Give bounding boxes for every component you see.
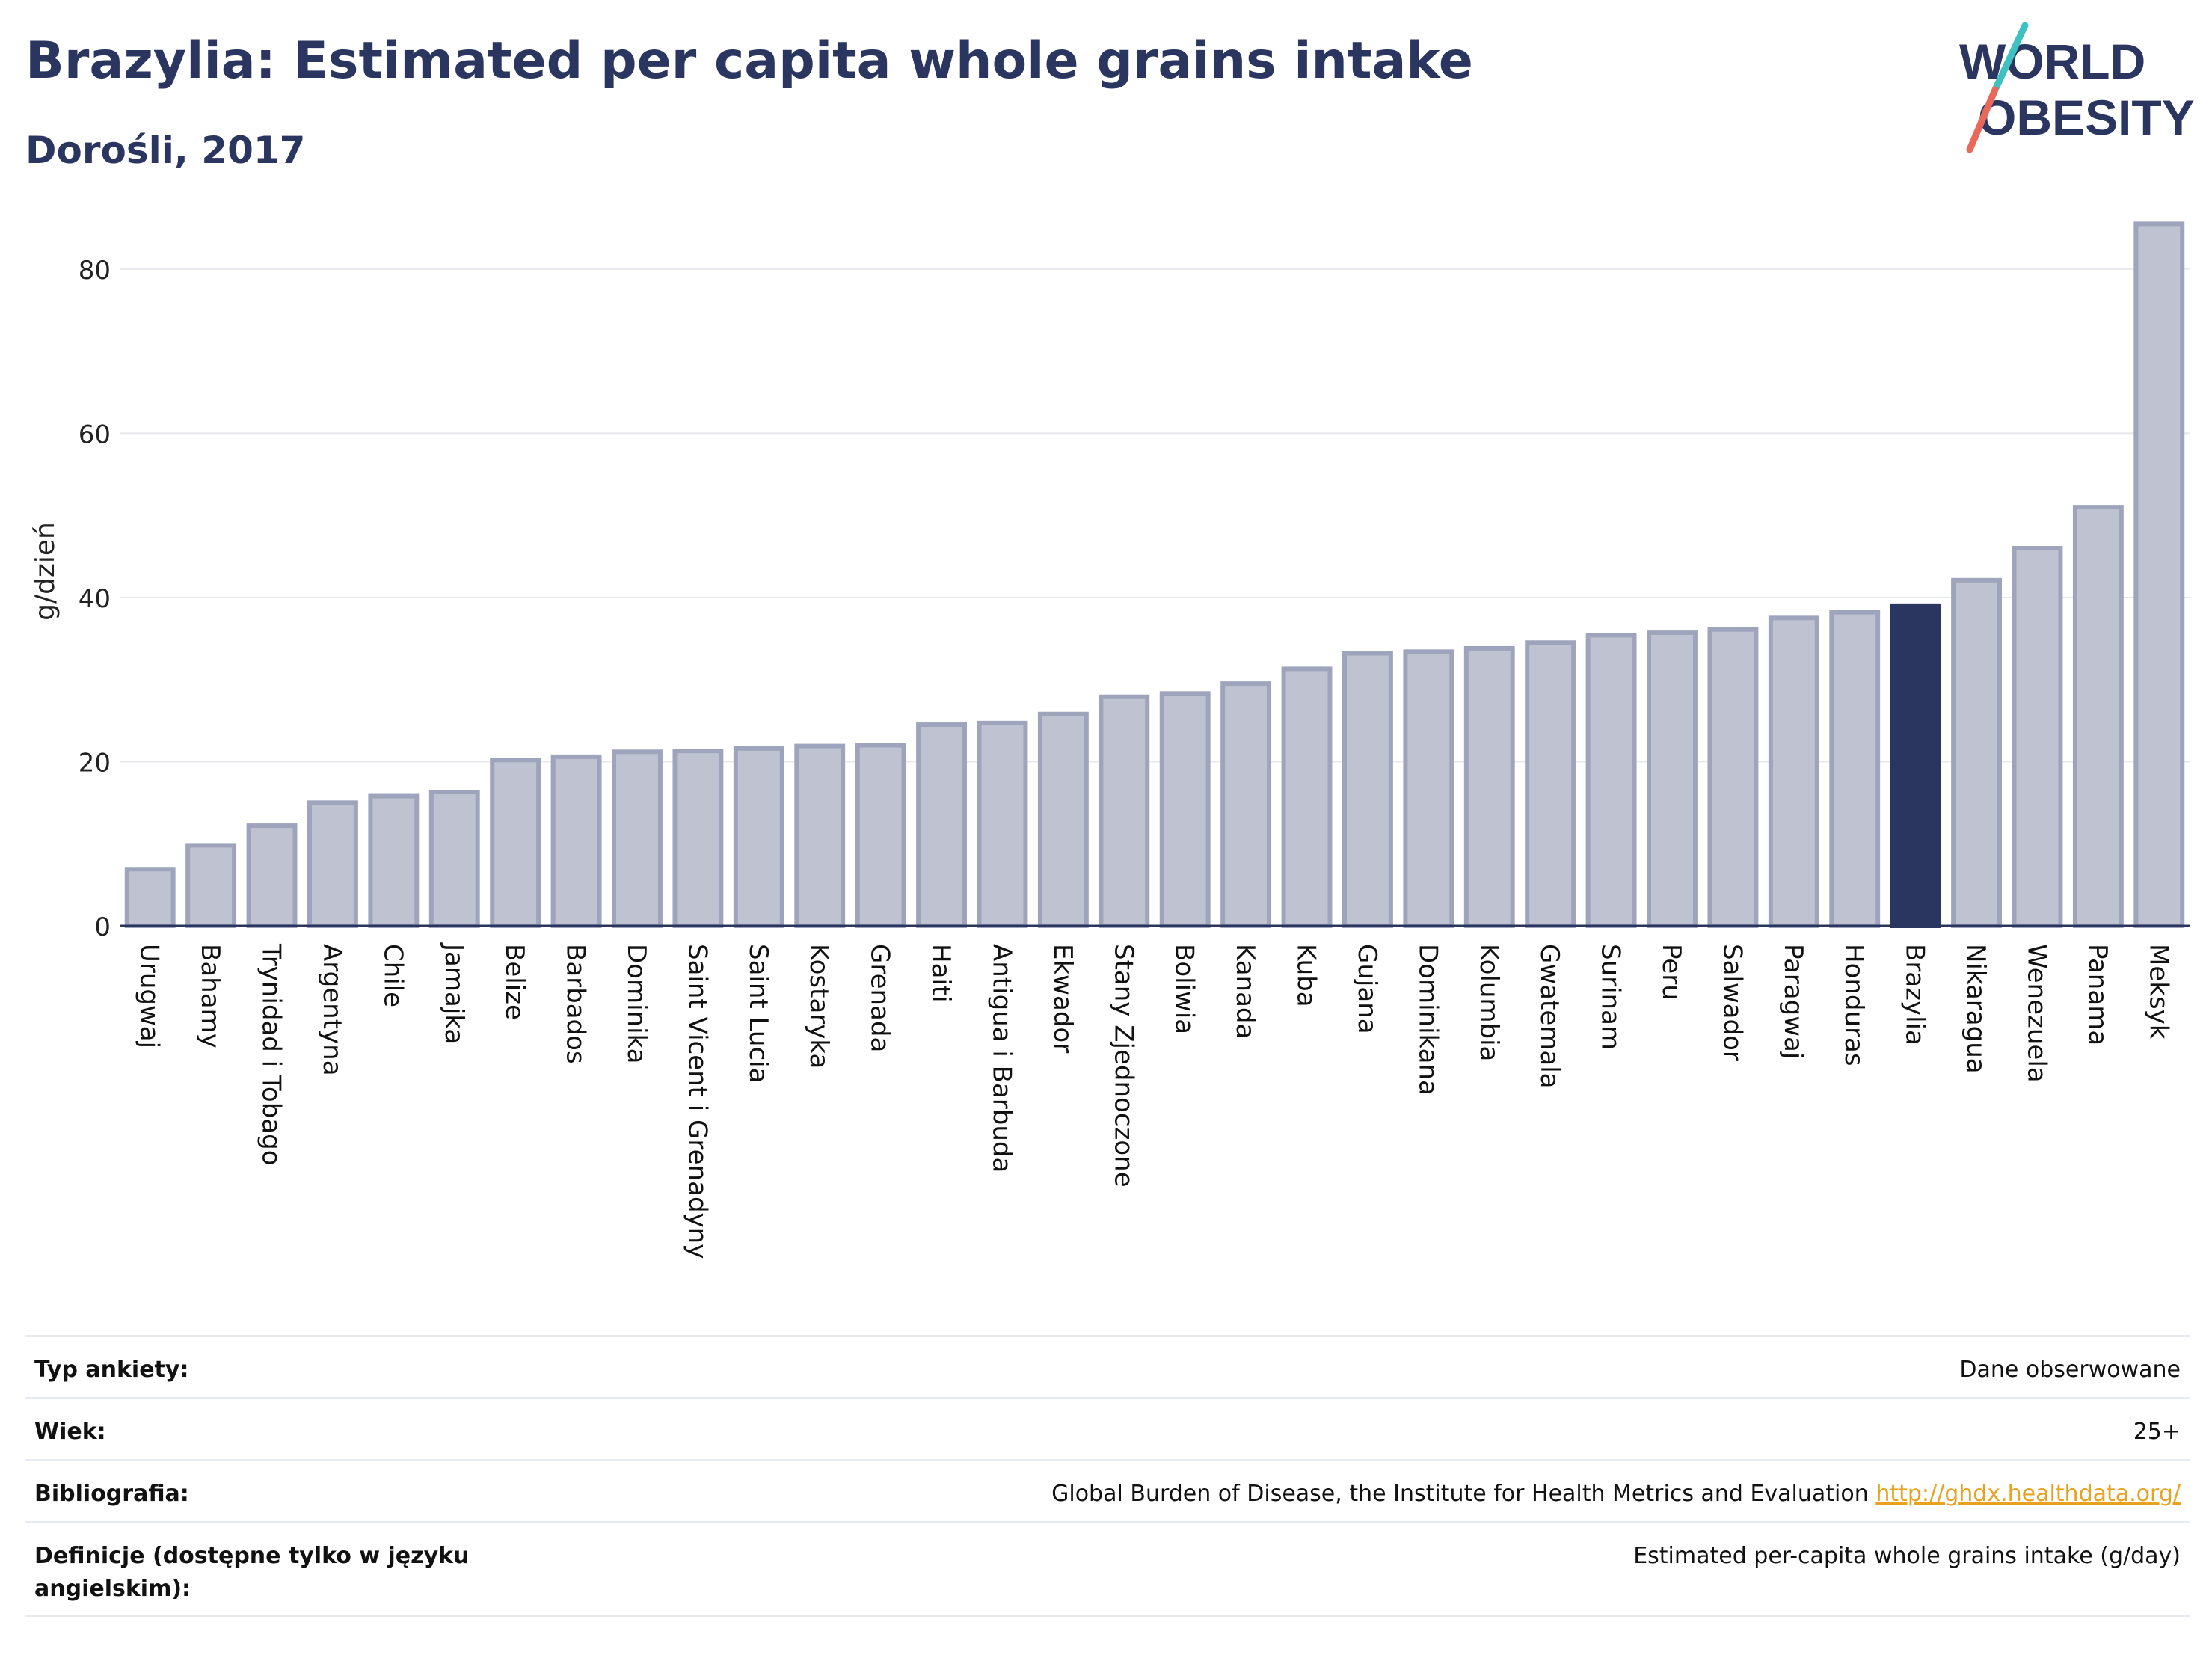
bar-gwatemala <box>1525 640 1576 928</box>
bar-surinam <box>1585 633 1637 928</box>
x-tick-label: Saint Lucia <box>743 944 773 1083</box>
meta-value: Dane obserwowane <box>1959 1357 2181 1383</box>
y-tick-label: 20 <box>79 748 111 778</box>
x-tick-label: Honduras <box>1839 944 1869 1066</box>
meta-value: 25+ <box>2133 1419 2181 1445</box>
bar-grenada <box>855 743 906 928</box>
x-tick-label: Chile <box>378 944 408 1007</box>
bar-antigua-i-barbuda <box>977 720 1028 928</box>
x-tick-label: Wenezuela <box>2021 944 2051 1083</box>
x-tick-label: Salwador <box>1717 944 1747 1061</box>
bar-argentyna <box>307 800 358 929</box>
x-tick-label: Paragwaj <box>1778 944 1808 1059</box>
x-tick-label: Antigua i Barbuda <box>986 944 1016 1173</box>
bar-dominika <box>612 749 663 928</box>
bar-brazylia <box>1890 603 1941 928</box>
y-tick-label: 40 <box>79 584 111 614</box>
bar-stany-zjednoczone <box>1099 694 1150 928</box>
meta-value: Global Burden of Disease, the Institute … <box>1051 1478 2181 1511</box>
x-tick-label: Kostaryka <box>804 944 834 1069</box>
bar-chart: 0 20 40 60 80 g/dzień Urugwaj Bahamy Trynidad i … <box>30 221 2190 1259</box>
y-axis-label: g/dzień <box>30 522 61 621</box>
x-tick-label: Haiti <box>926 944 956 1003</box>
y-tick-label: 0 <box>94 912 111 942</box>
x-tick-label: Kuba <box>1291 944 1321 1007</box>
bar-kanada <box>1220 681 1272 929</box>
x-tick-label: Meksyk <box>2143 944 2173 1040</box>
logo-line1: WORLD <box>1959 34 2145 89</box>
bar-paragwaj <box>1768 615 1819 928</box>
logo-line2: OBESITY <box>1978 90 2195 145</box>
meta-key: Typ ankiety: <box>34 1357 189 1383</box>
logo-accent-coral <box>1966 86 1999 153</box>
bar-saint-vicent-i-grenadyny <box>672 749 724 928</box>
bar-belize <box>490 758 541 929</box>
x-tick-label: Urugwaj <box>135 944 165 1048</box>
world-obesity-logo: WORLD OBESITY <box>1959 22 2195 153</box>
meta-row-survey-type: Typ ankiety: Dane obserwowane <box>25 1337 2190 1399</box>
bar-jamajka <box>428 790 480 929</box>
x-tick-label: Gwatemala <box>1534 944 1564 1088</box>
x-tick-label: Nikaragua <box>1961 944 1991 1074</box>
x-tick-label: Dominika <box>621 944 651 1063</box>
bar-kuba <box>1281 666 1333 928</box>
bar-trynidad-i-tobago <box>246 823 298 929</box>
x-tick-label: Saint Vicent i Grenadyny <box>682 944 712 1259</box>
meta-key: Definicje (dostępne tylko w języku angie… <box>34 1543 470 1602</box>
x-tick-label: Barbados <box>561 944 591 1064</box>
x-tick-label: Peru <box>1656 944 1686 1001</box>
bar-boliwia <box>1159 691 1211 929</box>
x-tick-label: Stany Zjednoczone <box>1108 944 1138 1188</box>
chart-subtitle: Dorośli, 2017 <box>25 129 306 172</box>
meta-row-bibliography: Bibliografia: Global Burden of Disease, … <box>25 1461 2190 1523</box>
y-tick-label: 80 <box>79 256 111 286</box>
x-tick-label: Dominikana <box>1413 944 1443 1096</box>
x-tick-label: Trynidad i Tobago <box>256 943 286 1166</box>
bar-wenezuela <box>2012 546 2063 928</box>
meta-row-definitions: Definicje (dostępne tylko w języku angie… <box>25 1523 2190 1617</box>
bar-panama <box>2072 505 2124 928</box>
bibliography-text: Global Burden of Disease, the Institute … <box>1051 1481 1869 1507</box>
bar-chile <box>368 793 420 929</box>
chart-title: Brazylia: Estimated per capita whole gra… <box>25 31 1473 90</box>
bar-gujana <box>1342 651 1393 928</box>
x-tick-label: Grenada <box>865 944 895 1052</box>
bar-meksyk <box>2133 221 2185 928</box>
bar-peru <box>1647 630 1698 928</box>
logo-accent-teal <box>1991 22 2029 93</box>
bar-urugwaj <box>124 867 176 928</box>
bar-kostaryka <box>794 743 846 928</box>
y-tick-label: 60 <box>79 420 111 449</box>
x-tick-label: Bahamy <box>195 944 225 1048</box>
x-tick-label: Boliwia <box>1170 944 1199 1034</box>
x-tick-label: Panama <box>2083 944 2113 1045</box>
bar-haiti <box>916 722 967 928</box>
bar-nikaragua <box>1951 577 2002 929</box>
bar-bahamy <box>185 843 237 928</box>
x-tick-label: Ekwador <box>1048 944 1078 1053</box>
x-tick-label: Argentyna <box>317 944 347 1076</box>
meta-key: Wiek: <box>34 1419 106 1445</box>
bar-dominikana <box>1403 649 1454 928</box>
meta-row-age: Wiek: 25+ <box>25 1399 2190 1461</box>
x-tick-label: Belize <box>500 944 529 1020</box>
x-tick-label: Jamajka <box>439 942 469 1044</box>
x-tick-label: Kanada <box>1230 944 1260 1039</box>
meta-value: Estimated per-capita whole grains intake… <box>1633 1543 2181 1569</box>
metadata-table: Typ ankiety: Dane obserwowane Wiek: 25+ … <box>25 1335 2190 1617</box>
meta-key: Bibliografia: <box>34 1481 189 1507</box>
bar-salwador <box>1707 627 1759 928</box>
x-tick-label: Surinam <box>1596 944 1626 1050</box>
x-tick-label: Kolumbia <box>1474 944 1504 1061</box>
x-tick-label: Gujana <box>1352 944 1382 1034</box>
x-tick-label: Brazylia <box>1900 944 1930 1045</box>
bar-barbados <box>550 754 602 929</box>
bibliography-link[interactable]: http://ghdx.healthdata.org/ <box>1875 1481 2181 1507</box>
bar-saint-lucia <box>733 746 784 928</box>
bar-honduras <box>1829 610 1881 928</box>
bar-ekwador <box>1037 711 1089 928</box>
bar-kolumbia <box>1463 645 1515 928</box>
